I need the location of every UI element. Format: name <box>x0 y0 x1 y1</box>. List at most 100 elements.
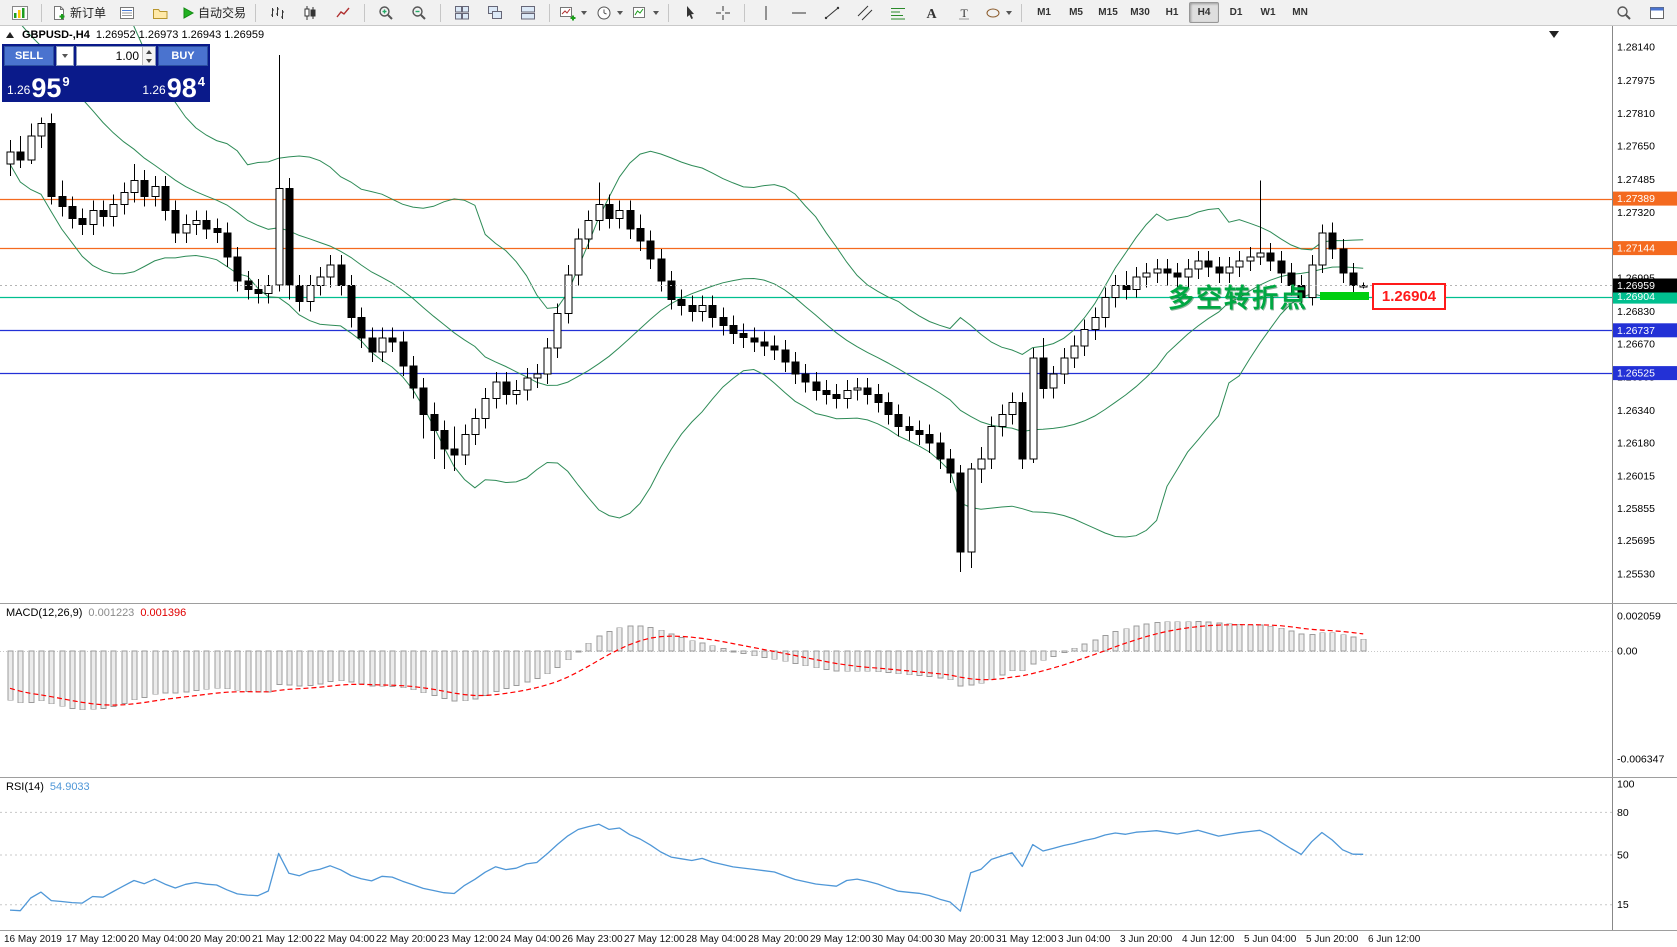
candle-body <box>171 210 180 234</box>
timeframe-button-m5[interactable]: M5 <box>1069 7 1083 18</box>
macd-bar <box>627 625 634 652</box>
candle-body <box>430 414 439 432</box>
tile-horizontal-button[interactable] <box>512 1 544 25</box>
time-axis-label: 28 May 20:00 <box>748 934 809 945</box>
new-order-button[interactable]: 新订单 <box>47 1 110 25</box>
macd-bar <box>59 650 66 707</box>
candle-body <box>791 361 800 375</box>
periods-button[interactable] <box>592 1 627 25</box>
macd-bar <box>1102 635 1109 652</box>
candle-body <box>626 210 635 230</box>
timeframe-button-m15[interactable]: M15 <box>1098 7 1118 18</box>
price-chart-svg[interactable]: 1.28140 1.27975 1.27810 1.27650 1.27485 1.273… <box>0 26 1677 603</box>
zoom-in-button[interactable] <box>370 1 402 25</box>
price-axis-label: 1.28140 <box>1617 42 1655 54</box>
macd-bar <box>400 650 407 689</box>
search-button[interactable] <box>1608 1 1640 25</box>
candle-body <box>47 123 56 197</box>
zoom-in-icon <box>379 5 393 20</box>
horizontal-line-tool-button[interactable] <box>783 1 815 25</box>
macd-bar <box>792 650 799 665</box>
timeframe-button-d1[interactable]: D1 <box>1229 7 1243 18</box>
macd-bar <box>906 650 913 676</box>
text-tool-button[interactable]: A <box>915 1 947 25</box>
shapes-tool-button[interactable] <box>981 1 1016 25</box>
search-icon <box>1617 5 1631 20</box>
volume-increase-button[interactable] <box>142 47 155 56</box>
market-watch-button[interactable] <box>111 1 143 25</box>
macd-bar <box>38 650 45 702</box>
macd-bar <box>193 650 200 691</box>
timeframe-button-m1[interactable]: M1 <box>1037 7 1051 18</box>
timeframe-button-w1[interactable]: W1 <box>1260 7 1276 18</box>
label-tool-button[interactable]: T <box>948 1 980 25</box>
candle-body <box>161 185 170 212</box>
trendline-tool-button[interactable] <box>816 1 848 25</box>
macd-title: MACD(12,26,9) <box>6 607 83 619</box>
fibonacci-tool-button[interactable] <box>882 1 914 25</box>
candle-body <box>708 305 717 319</box>
macd-bar <box>389 650 396 687</box>
window-list-button[interactable] <box>1641 1 1673 25</box>
auto-trading-button[interactable]: 自动交易 <box>177 1 250 25</box>
macd-bar <box>1185 621 1192 652</box>
buy-button[interactable]: BUY <box>158 46 208 66</box>
vertical-line-tool-button[interactable] <box>750 1 782 25</box>
candle-body <box>584 220 593 240</box>
candle-body <box>285 187 294 286</box>
new-chart-button[interactable] <box>555 1 591 25</box>
macd-bar <box>978 650 985 684</box>
macd-bar <box>162 650 169 694</box>
dropdown-caret <box>62 54 68 58</box>
navigator-button[interactable] <box>144 1 176 25</box>
time-axis-label: 3 Jun 20:00 <box>1120 934 1173 945</box>
indicators-button[interactable] <box>628 1 663 25</box>
crosshair-button[interactable] <box>707 1 739 25</box>
candle-body <box>987 426 996 460</box>
candle-body <box>409 365 418 389</box>
macd-bar <box>28 650 35 703</box>
macd-svg[interactable]: 0.002059 0.00 -0.006347 <box>0 604 1677 777</box>
rsi-svg[interactable]: 100 80 50 15 <box>0 778 1677 930</box>
macd-bar <box>286 650 293 686</box>
sell-button[interactable]: SELL <box>4 46 54 66</box>
volume-dropdown-button[interactable] <box>56 46 74 66</box>
candle-body <box>357 317 366 339</box>
macd-bar <box>1236 623 1243 652</box>
new-order-label: 新订单 <box>70 6 107 20</box>
app-icon[interactable] <box>4 1 36 25</box>
time-axis[interactable]: 16 May 2019 17 May 12:00 20 May 04:00 20 Ma… <box>0 930 1677 947</box>
candle-body <box>822 389 831 395</box>
candlestick-mode-button[interactable] <box>294 1 326 25</box>
volume-input[interactable] <box>77 47 155 65</box>
macd-bar <box>937 650 944 679</box>
timeframe-button-mn[interactable]: MN <box>1292 7 1308 18</box>
macd-bar <box>678 637 685 652</box>
chart-shift-marker <box>1549 31 1559 38</box>
channel-tool-button[interactable] <box>849 1 881 25</box>
candle-body <box>657 258 666 282</box>
candle-body <box>1153 268 1162 274</box>
candle-body <box>1101 296 1110 319</box>
macd-bar <box>451 650 458 702</box>
timeframe-button-m30[interactable]: M30 <box>1130 7 1150 18</box>
candle-body <box>182 224 191 234</box>
candle-body <box>275 187 284 286</box>
timeframe-button-h1[interactable]: H1 <box>1165 7 1179 18</box>
bar-chart-mode-button[interactable] <box>261 1 293 25</box>
cursor-button[interactable] <box>674 1 706 25</box>
line-chart-mode-button[interactable] <box>327 1 359 25</box>
timeframe-button-h4[interactable]: H4 <box>1189 2 1220 23</box>
macd-bar <box>606 631 613 652</box>
volume-decrease-button[interactable] <box>142 56 155 65</box>
candle-body <box>1349 272 1358 286</box>
candle-body <box>78 218 87 226</box>
candle-body <box>615 210 624 220</box>
dropdown-caret <box>1006 10 1013 15</box>
candle-body <box>1132 276 1141 290</box>
label-icon: T <box>959 6 970 20</box>
candle-body <box>306 284 315 302</box>
zoom-out-button[interactable] <box>403 1 435 25</box>
tile-windows-button[interactable] <box>446 1 478 25</box>
cascade-windows-button[interactable] <box>479 1 511 25</box>
